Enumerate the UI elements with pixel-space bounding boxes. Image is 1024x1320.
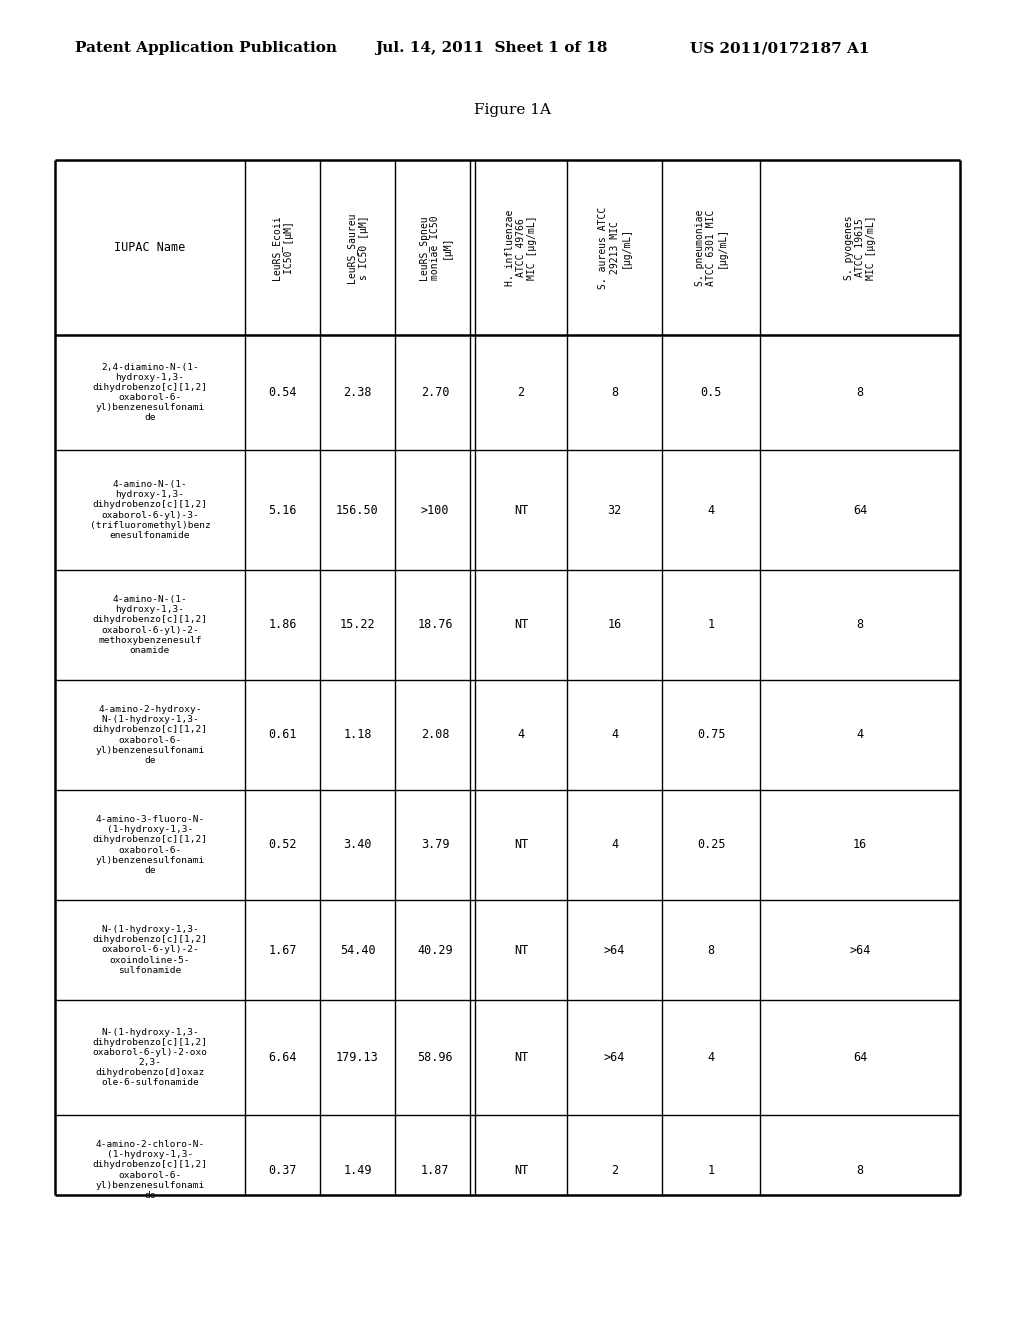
Text: 2.70: 2.70 <box>421 385 450 399</box>
Text: 4-amino-N-(1-
hydroxy-1,3-
dihydrobenzo[c][1,2]
oxaborol-6-yl)-3-
(trifluorometh: 4-amino-N-(1- hydroxy-1,3- dihydrobenzo[… <box>90 480 210 540</box>
Text: 4-amino-2-chloro-N-
(1-hydroxy-1,3-
dihydrobenzo[c][1,2]
oxaborol-6-
yl)benzenes: 4-amino-2-chloro-N- (1-hydroxy-1,3- dihy… <box>92 1140 208 1200</box>
Text: 4: 4 <box>611 729 618 742</box>
Text: NT: NT <box>514 838 528 851</box>
Text: IUPAC Name: IUPAC Name <box>115 242 185 253</box>
Text: Patent Application Publication: Patent Application Publication <box>75 41 337 55</box>
Text: 4: 4 <box>517 729 524 742</box>
Text: 64: 64 <box>853 1051 867 1064</box>
Text: 1: 1 <box>708 1163 715 1176</box>
Text: 0.61: 0.61 <box>268 729 297 742</box>
Text: S. pneumoniae
ATCC 6301 MIC
[μg/mL]: S. pneumoniae ATCC 6301 MIC [μg/mL] <box>695 210 727 285</box>
Text: 6.64: 6.64 <box>268 1051 297 1064</box>
Text: 2.08: 2.08 <box>421 729 450 742</box>
Text: 2.38: 2.38 <box>343 385 372 399</box>
Text: 4: 4 <box>708 1051 715 1064</box>
Text: 16: 16 <box>853 838 867 851</box>
Text: 4: 4 <box>611 838 618 851</box>
Text: 3.40: 3.40 <box>343 838 372 851</box>
Text: NT: NT <box>514 1163 528 1176</box>
Text: 0.75: 0.75 <box>696 729 725 742</box>
Text: 1.86: 1.86 <box>268 619 297 631</box>
Text: LeuRS_Spneu
moniae IC50
[μM]: LeuRS_Spneu moniae IC50 [μM] <box>419 215 452 280</box>
Text: 64: 64 <box>853 503 867 516</box>
Text: 4: 4 <box>856 729 863 742</box>
Text: H. influenzae
ATCC 49766
MIC [μg/mL]: H. influenzae ATCC 49766 MIC [μg/mL] <box>505 210 538 285</box>
Text: >64: >64 <box>604 1051 626 1064</box>
Text: N-(1-hydroxy-1,3-
dihydrobenzo[c][1,2]
oxaborol-6-yl)-2-
oxoindoline-5-
sulfonam: N-(1-hydroxy-1,3- dihydrobenzo[c][1,2] o… <box>92 925 208 974</box>
Text: NT: NT <box>514 619 528 631</box>
Text: 1.87: 1.87 <box>421 1163 450 1176</box>
Text: 4-amino-2-hydroxy-
N-(1-hydroxy-1,3-
dihydrobenzo[c][1,2]
oxaborol-6-
yl)benzene: 4-amino-2-hydroxy- N-(1-hydroxy-1,3- dih… <box>92 705 208 764</box>
Text: Figure 1A: Figure 1A <box>473 103 551 117</box>
Text: NT: NT <box>514 503 528 516</box>
Text: NT: NT <box>514 1051 528 1064</box>
Text: 32: 32 <box>607 503 622 516</box>
Text: 5.16: 5.16 <box>268 503 297 516</box>
Text: 4-amino-N-(1-
hydroxy-1,3-
dihydrobenzo[c][1,2]
oxaborol-6-yl)-2-
methoxybenzene: 4-amino-N-(1- hydroxy-1,3- dihydrobenzo[… <box>92 595 208 655</box>
Text: LeuRS_Ecoii
IC50 [μM]: LeuRS_Ecoii IC50 [μM] <box>271 215 294 280</box>
Text: N-(1-hydroxy-1,3-
dihydrobenzo[c][1,2]
oxaborol-6-yl)-2-oxo
2,3-
dihydrobenzo[d]: N-(1-hydroxy-1,3- dihydrobenzo[c][1,2] o… <box>92 1028 208 1088</box>
Text: 2: 2 <box>611 1163 618 1176</box>
Text: 0.25: 0.25 <box>696 838 725 851</box>
Text: 2: 2 <box>517 385 524 399</box>
Text: LeuRS_Saureu
s IC50 [μM]: LeuRS_Saureu s IC50 [μM] <box>346 213 369 282</box>
Text: NT: NT <box>514 944 528 957</box>
Text: 156.50: 156.50 <box>336 503 379 516</box>
Text: 15.22: 15.22 <box>340 619 376 631</box>
Text: 1.49: 1.49 <box>343 1163 372 1176</box>
Text: 58.96: 58.96 <box>417 1051 453 1064</box>
Text: 0.37: 0.37 <box>268 1163 297 1176</box>
Text: 179.13: 179.13 <box>336 1051 379 1064</box>
Text: 8: 8 <box>856 1163 863 1176</box>
Text: 3.79: 3.79 <box>421 838 450 851</box>
Text: S. pyogenes
ATCC 19615
MIC [μg/mL]: S. pyogenes ATCC 19615 MIC [μg/mL] <box>844 215 877 280</box>
Text: >64: >64 <box>604 944 626 957</box>
Text: Jul. 14, 2011  Sheet 1 of 18: Jul. 14, 2011 Sheet 1 of 18 <box>375 41 607 55</box>
Text: 16: 16 <box>607 619 622 631</box>
Text: 0.52: 0.52 <box>268 838 297 851</box>
Text: 0.5: 0.5 <box>700 385 722 399</box>
Text: 18.76: 18.76 <box>417 619 453 631</box>
Text: 4-amino-3-fluoro-N-
(1-hydroxy-1,3-
dihydrobenzo[c][1,2]
oxaborol-6-
yl)benzenes: 4-amino-3-fluoro-N- (1-hydroxy-1,3- dihy… <box>92 816 208 875</box>
Text: 4: 4 <box>708 503 715 516</box>
Text: 1: 1 <box>708 619 715 631</box>
Text: 1.67: 1.67 <box>268 944 297 957</box>
Text: 8: 8 <box>611 385 618 399</box>
Text: 54.40: 54.40 <box>340 944 376 957</box>
Text: 0.54: 0.54 <box>268 385 297 399</box>
Text: 40.29: 40.29 <box>417 944 453 957</box>
Text: >100: >100 <box>421 503 450 516</box>
Text: 8: 8 <box>856 385 863 399</box>
Text: >64: >64 <box>849 944 870 957</box>
Text: US 2011/0172187 A1: US 2011/0172187 A1 <box>690 41 869 55</box>
Text: 8: 8 <box>708 944 715 957</box>
Text: S. aureus ATCC
29213 MIC
[μg/mL]: S. aureus ATCC 29213 MIC [μg/mL] <box>598 206 631 289</box>
Text: 1.18: 1.18 <box>343 729 372 742</box>
Text: 2,4-diamino-N-(1-
hydroxy-1,3-
dihydrobenzo[c][1,2]
oxaborol-6-
yl)benzenesulfon: 2,4-diamino-N-(1- hydroxy-1,3- dihydrobe… <box>92 363 208 422</box>
Text: 8: 8 <box>856 619 863 631</box>
